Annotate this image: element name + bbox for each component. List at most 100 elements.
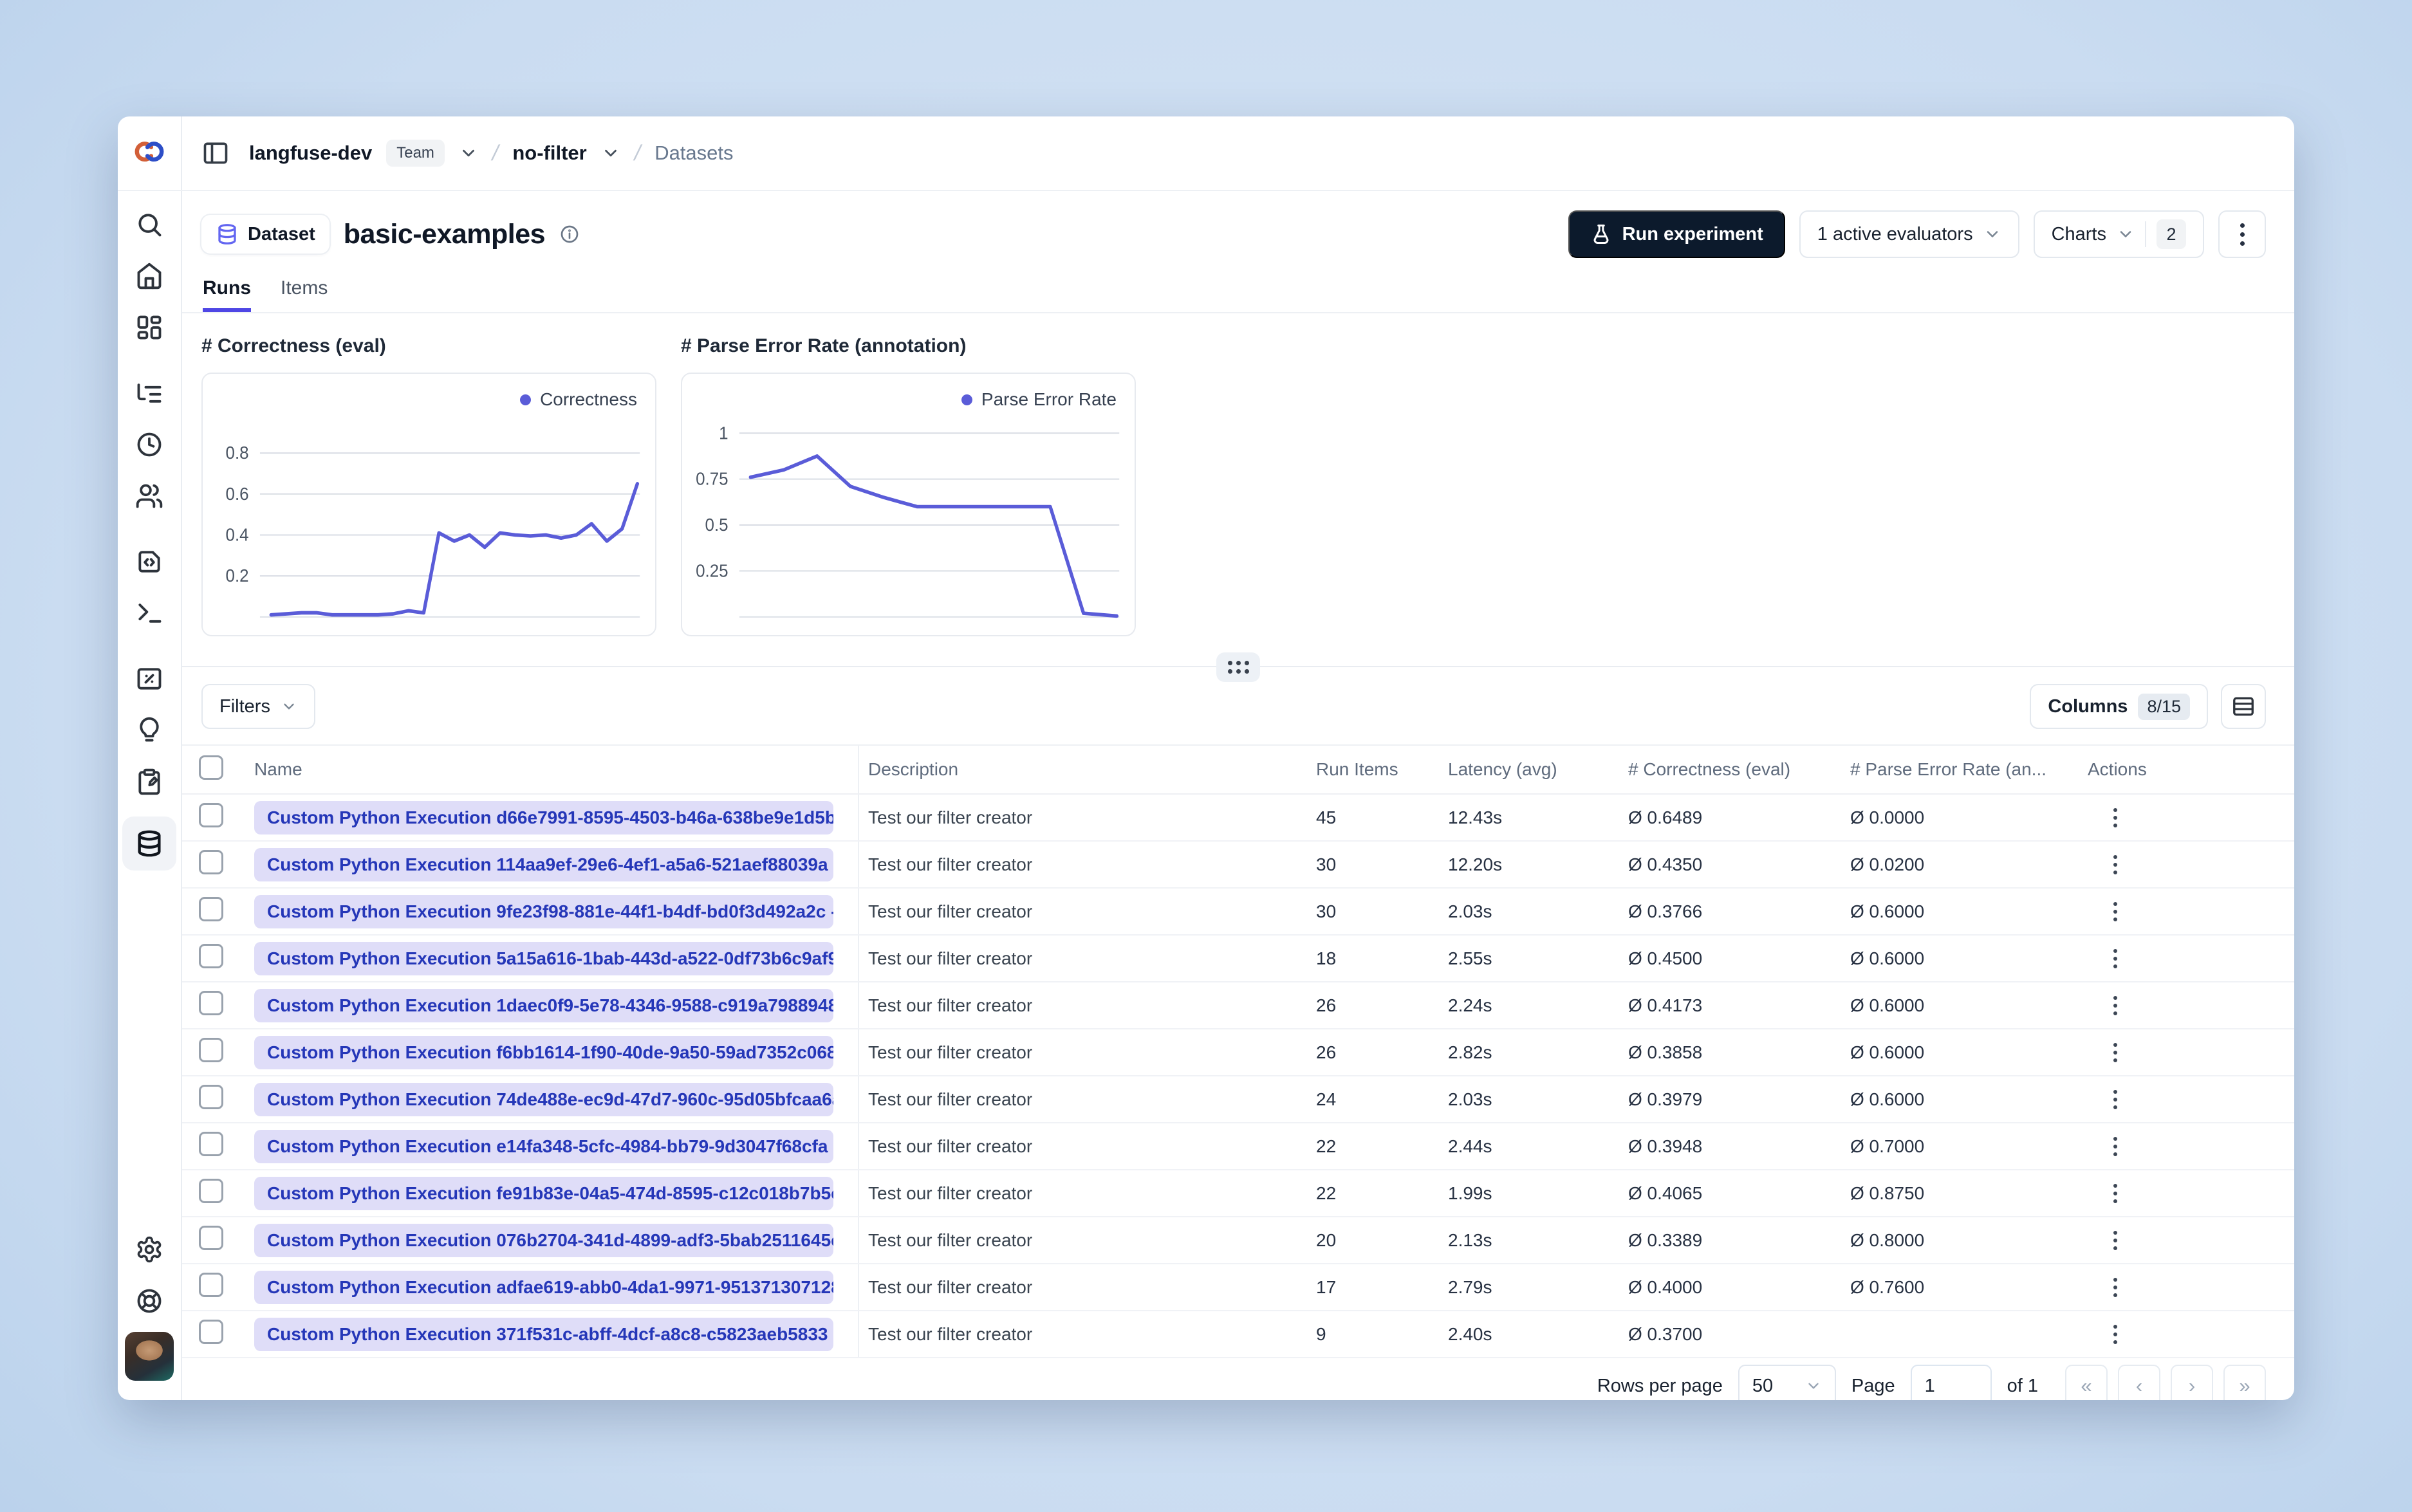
table-row[interactable]: Custom Python Execution e14fa348-5cfc-49… (182, 1123, 2294, 1170)
dashboard-icon[interactable] (133, 311, 166, 344)
run-experiment-button[interactable]: Run experiment (1568, 210, 1785, 258)
row-actions-kebab[interactable] (2107, 1177, 2124, 1210)
datasets-icon[interactable] (122, 816, 176, 871)
sessions-clock-icon[interactable] (133, 428, 166, 461)
run-name-pill[interactable]: Custom Python Execution fe91b83e-04a5-47… (254, 1176, 833, 1210)
annotation-clipboard-icon[interactable] (133, 765, 166, 798)
row-checkbox[interactable] (199, 1179, 223, 1203)
users-icon[interactable] (133, 479, 166, 513)
evaluators-lightbulb-icon[interactable] (133, 714, 166, 747)
search-icon[interactable] (133, 208, 166, 241)
home-icon[interactable] (133, 259, 166, 293)
resize-grip-handle[interactable] (1216, 652, 1260, 682)
run-name-pill[interactable]: Custom Python Execution 076b2704-341d-48… (254, 1223, 833, 1257)
support-lifebuoy-icon[interactable] (133, 1284, 166, 1318)
chart-card: Correctness 0.2 0.4 0.6 0.8 (201, 373, 656, 636)
settings-gear-icon[interactable] (133, 1233, 166, 1266)
row-actions-kebab[interactable] (2107, 1271, 2124, 1304)
run-name-pill[interactable]: Custom Python Execution 9fe23f98-881e-44… (254, 894, 833, 928)
row-checkbox[interactable] (199, 1226, 223, 1250)
col-header-latency[interactable]: Latency (avg) (1448, 759, 1557, 779)
row-actions-kebab[interactable] (2107, 990, 2124, 1022)
breadcrumb-org[interactable]: langfuse-dev (249, 142, 373, 164)
first-page-button[interactable]: « (2065, 1365, 2108, 1400)
row-checkbox[interactable] (199, 1132, 223, 1156)
run-name-pill[interactable]: Custom Python Execution 371f531c-abff-4d… (254, 1317, 833, 1351)
prompts-file-icon[interactable] (133, 545, 166, 578)
table-row[interactable]: Custom Python Execution d66e7991-8595-45… (182, 795, 2294, 842)
scores-icon[interactable] (133, 662, 166, 696)
charts-dropdown[interactable]: Charts 2 (2033, 210, 2204, 258)
run-name-pill[interactable]: Custom Python Execution 114aa9ef-29e6-4e… (254, 847, 833, 881)
row-height-button[interactable] (2221, 684, 2266, 729)
row-checkbox[interactable] (199, 991, 223, 1015)
row-checkbox[interactable] (199, 1273, 223, 1297)
row-actions-kebab[interactable] (2107, 1130, 2124, 1163)
more-actions-kebab-button[interactable] (2218, 210, 2266, 258)
row-actions-kebab[interactable] (2107, 1224, 2124, 1257)
row-actions-kebab[interactable] (2107, 1318, 2124, 1351)
row-actions-kebab[interactable] (2107, 1083, 2124, 1116)
row-checkbox[interactable] (199, 1038, 223, 1062)
row-actions-kebab[interactable] (2107, 1037, 2124, 1069)
columns-button[interactable]: Columns 8/15 (2030, 684, 2208, 729)
table-row[interactable]: Custom Python Execution adfae619-abb0-4d… (182, 1264, 2294, 1311)
table-row[interactable]: Custom Python Execution 9fe23f98-881e-44… (182, 889, 2294, 936)
row-checkbox[interactable] (199, 1320, 223, 1344)
sidebar-toggle-icon[interactable] (201, 139, 230, 167)
run-name-pill[interactable]: Custom Python Execution adfae619-abb0-4d… (254, 1270, 833, 1304)
chevron-down-icon[interactable] (601, 143, 620, 163)
tab-runs[interactable]: Runs (203, 277, 251, 312)
run-name-pill[interactable]: Custom Python Execution 74de488e-ec9d-47… (254, 1082, 833, 1116)
col-header-run-items[interactable]: Run Items (1316, 759, 1398, 779)
tab-items[interactable]: Items (281, 277, 328, 299)
rows-per-page-select[interactable]: 50 (1738, 1365, 1836, 1400)
breadcrumb-section[interactable]: Datasets (654, 142, 734, 164)
row-checkbox[interactable] (199, 850, 223, 874)
row-checkbox[interactable] (199, 944, 223, 968)
run-correctness-avg: Ø 0.3948 (1628, 1136, 1703, 1156)
row-checkbox[interactable] (199, 897, 223, 921)
col-header-description[interactable]: Description (868, 759, 959, 779)
table-row[interactable]: Custom Python Execution 371f531c-abff-4d… (182, 1311, 2294, 1358)
next-page-button[interactable]: › (2171, 1365, 2213, 1400)
col-header-name[interactable]: Name (254, 746, 859, 793)
breadcrumb-separator: / (631, 140, 644, 165)
select-all-checkbox[interactable] (199, 755, 223, 780)
last-page-button[interactable]: » (2223, 1365, 2266, 1400)
table-row[interactable]: Custom Python Execution 74de488e-ec9d-47… (182, 1076, 2294, 1123)
filters-dropdown[interactable]: Filters (201, 684, 315, 729)
row-checkbox[interactable] (199, 1085, 223, 1109)
tracing-icon[interactable] (133, 376, 166, 410)
page-number-input[interactable] (1910, 1365, 1992, 1400)
header-main: langfuse-dev Team / no-filter / Datasets (182, 116, 2294, 190)
run-name-pill[interactable]: Custom Python Execution 1daec0f9-5e78-43… (254, 988, 833, 1022)
row-checkbox[interactable] (199, 803, 223, 827)
table-row[interactable]: Custom Python Execution 1daec0f9-5e78-43… (182, 982, 2294, 1029)
breadcrumb-project[interactable]: no-filter (512, 142, 587, 164)
row-actions-kebab[interactable] (2107, 943, 2124, 975)
prev-page-button[interactable]: ‹ (2118, 1365, 2160, 1400)
run-name-pill[interactable]: Custom Python Execution 5a15a616-1bab-44… (254, 941, 833, 975)
col-header-parse-error[interactable]: # Parse Error Rate (an... (1850, 759, 2047, 779)
run-name-pill[interactable]: Custom Python Execution e14fa348-5cfc-49… (254, 1129, 833, 1163)
table-row[interactable]: Custom Python Execution fe91b83e-04a5-47… (182, 1170, 2294, 1217)
chart-correctness: # Correctness (eval) Correctness 0.2 0.4 0… (201, 335, 656, 636)
table-row[interactable]: Custom Python Execution 5a15a616-1bab-44… (182, 936, 2294, 982)
row-actions-kebab[interactable] (2107, 849, 2124, 881)
table-row[interactable]: Custom Python Execution f6bb1614-1f90-40… (182, 1029, 2294, 1076)
chevron-down-icon[interactable] (459, 143, 478, 163)
col-header-correctness[interactable]: # Correctness (eval) (1628, 759, 1791, 779)
row-actions-kebab[interactable] (2107, 896, 2124, 928)
table-row[interactable]: Custom Python Execution 114aa9ef-29e6-4e… (182, 842, 2294, 889)
user-avatar[interactable] (125, 1332, 174, 1381)
row-actions-kebab[interactable] (2107, 802, 2124, 834)
runs-table: Name Description Run Items Latency (avg)… (182, 744, 2294, 1358)
run-latency: 2.79s (1448, 1277, 1492, 1297)
playground-terminal-icon[interactable] (133, 596, 166, 630)
run-name-pill[interactable]: Custom Python Execution f6bb1614-1f90-40… (254, 1035, 833, 1069)
info-icon[interactable] (559, 224, 580, 244)
table-row[interactable]: Custom Python Execution 076b2704-341d-48… (182, 1217, 2294, 1264)
active-evaluators-dropdown[interactable]: 1 active evaluators (1799, 210, 2019, 258)
run-name-pill[interactable]: Custom Python Execution d66e7991-8595-45… (254, 800, 833, 834)
